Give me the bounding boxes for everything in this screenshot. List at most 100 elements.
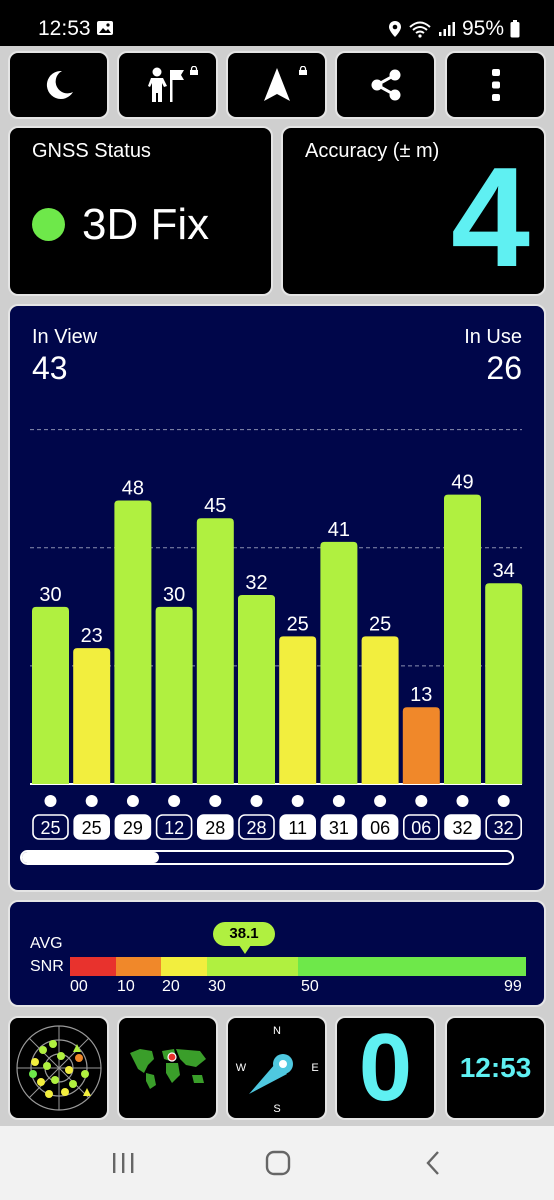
accuracy-card[interactable]: Accuracy (± m) 4 xyxy=(281,126,546,296)
status-time: 12:53 xyxy=(38,17,91,40)
satellite-id-label: 32 xyxy=(494,818,514,838)
chart-scrollbar[interactable] xyxy=(20,850,514,865)
signal-bar xyxy=(320,541,358,784)
wifi-icon xyxy=(409,21,431,38)
in-use-count: 26 xyxy=(486,350,522,386)
snr-label-snr: SNR xyxy=(30,958,64,975)
back-button[interactable] xyxy=(413,1148,453,1178)
scrollbar-thumb[interactable] xyxy=(22,852,159,863)
compass-icon: N E S W xyxy=(235,1025,318,1115)
compass-s: S xyxy=(273,1103,280,1115)
satellite-id-box xyxy=(361,814,399,840)
snr-label-avg: AVG xyxy=(30,935,63,952)
satellite-used-dot xyxy=(456,795,469,807)
satellite-id-box xyxy=(238,814,275,840)
satellite-id-label: 25 xyxy=(40,818,60,838)
back-icon xyxy=(426,1151,439,1175)
sky-radar-button[interactable] xyxy=(8,1016,109,1120)
fix-status-text: 3D Fix xyxy=(82,200,210,249)
clock-tile[interactable]: 12:53 xyxy=(445,1016,546,1120)
compass-button[interactable]: N E S W xyxy=(226,1016,327,1120)
home-button[interactable] xyxy=(258,1148,298,1178)
gnss-status-card[interactable]: GNSS Status 3D Fix xyxy=(8,126,273,296)
satellite-id-box xyxy=(320,814,358,840)
recent-apps-button[interactable] xyxy=(103,1148,143,1178)
compass-e: E xyxy=(311,1062,318,1074)
snr-tick-00: 00 xyxy=(70,978,88,995)
satellite-id-label: 28 xyxy=(205,818,225,838)
avg-snr-value-badge: 38.1 xyxy=(213,922,275,954)
satellite-used-dot xyxy=(85,795,98,807)
avg-snr-panel: AVG SNR 38.1 00 10 20 30 50 99 xyxy=(8,900,546,1007)
recents-icon xyxy=(113,1153,134,1173)
satellite-id-box xyxy=(114,814,152,840)
world-map-icon xyxy=(129,1049,206,1089)
satellite-id-box xyxy=(155,814,193,840)
snr-tick-20: 20 xyxy=(162,978,180,995)
satellite-id-label: 12 xyxy=(164,818,184,838)
home-icon xyxy=(265,1150,291,1176)
bar-value-label: 45 xyxy=(204,495,226,517)
top-toolbar xyxy=(8,51,546,119)
satellite-count-tile[interactable]: 0 xyxy=(335,1016,436,1120)
satellite-id-box xyxy=(32,814,69,840)
status-right: 95% xyxy=(388,17,520,41)
satellite-signal-panel[interactable]: In View 43 In Use 26 30 25 23 25 48 29 30 12 45 2… xyxy=(8,304,546,892)
more-options-button[interactable] xyxy=(445,51,546,119)
fix-status-indicator xyxy=(32,208,65,241)
satellite-used-dot xyxy=(374,795,387,807)
compass-w: W xyxy=(235,1062,246,1074)
image-notification-icon xyxy=(97,21,113,35)
person-flag-icon xyxy=(147,67,184,102)
bar-value-label: 13 xyxy=(410,684,432,706)
share-button[interactable] xyxy=(335,51,436,119)
battery-percent: 95% xyxy=(461,17,504,40)
system-navigation-bar xyxy=(0,1126,554,1200)
bar-value-label: 30 xyxy=(39,584,61,606)
place-marker-button[interactable] xyxy=(117,51,218,119)
satellite-used-dot xyxy=(497,795,510,807)
lock-icon xyxy=(299,66,307,75)
snr-band-good xyxy=(207,957,298,976)
satellite-id-box xyxy=(402,814,440,840)
signal-bar xyxy=(196,518,234,784)
snr-tick-99: 99 xyxy=(504,978,522,995)
snr-band-weak xyxy=(116,957,161,976)
signal-bar xyxy=(485,583,523,784)
satellite-id-label: 06 xyxy=(411,818,431,838)
signal-icon xyxy=(438,22,455,36)
satellite-id-label: 28 xyxy=(246,818,266,838)
clock-value: 12:53 xyxy=(459,1052,532,1083)
bar-value-label: 23 xyxy=(81,625,103,647)
snr-band-fair xyxy=(161,957,207,976)
signal-bar xyxy=(238,595,275,784)
navigation-button[interactable] xyxy=(226,51,327,119)
bar-value-label: 25 xyxy=(287,613,309,635)
satellite-count-value: 0 xyxy=(358,1016,413,1120)
satellite-used-dot xyxy=(291,795,304,807)
satellite-used-dot xyxy=(44,795,57,807)
satellite-id-label: 25 xyxy=(82,818,102,838)
satellite-used-dot xyxy=(168,795,181,807)
signal-bar xyxy=(73,648,111,784)
in-view-label: In View xyxy=(32,326,98,348)
satellite-id-label: 29 xyxy=(123,818,143,838)
moon-icon xyxy=(46,70,73,99)
signal-bar xyxy=(32,606,69,784)
snr-tick-10: 10 xyxy=(117,978,135,995)
night-mode-button[interactable] xyxy=(8,51,109,119)
satellite-id-label: 31 xyxy=(329,818,349,838)
satellite-id-box xyxy=(279,814,317,840)
world-map-button[interactable] xyxy=(117,1016,218,1120)
signal-bar xyxy=(114,500,152,784)
share-icon xyxy=(371,69,400,101)
satellite-id-box xyxy=(73,814,110,840)
bar-value-label: 32 xyxy=(245,572,267,594)
status-bar: 12:53 95% xyxy=(0,0,554,46)
more-vertical-icon xyxy=(491,69,500,101)
satellite-id-box xyxy=(444,814,481,840)
location-icon xyxy=(388,21,401,37)
satellite-used-dot xyxy=(126,795,139,807)
snr-tick-30: 30 xyxy=(208,978,226,995)
navigation-arrow-icon xyxy=(263,68,290,101)
